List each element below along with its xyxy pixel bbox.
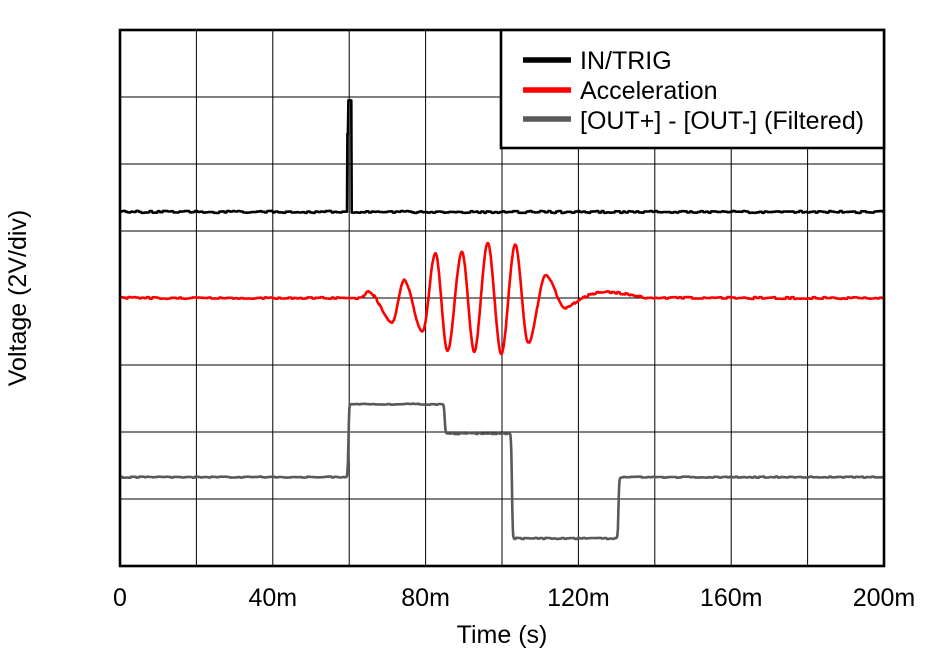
svg-text:80m: 80m — [401, 584, 450, 612]
svg-text:Time (s): Time (s) — [457, 621, 548, 649]
svg-text:[OUT+] - [OUT-] (Filtered): [OUT+] - [OUT-] (Filtered) — [580, 107, 864, 135]
svg-text:Acceleration: Acceleration — [580, 77, 718, 105]
svg-text:IN/TRIG: IN/TRIG — [580, 47, 672, 75]
svg-text:Voltage (2V/div): Voltage (2V/div) — [4, 210, 32, 387]
svg-text:0: 0 — [113, 584, 127, 612]
svg-text:120m: 120m — [547, 584, 610, 612]
svg-text:40m: 40m — [248, 584, 297, 612]
svg-text:160m: 160m — [700, 584, 763, 612]
svg-text:200m: 200m — [853, 584, 916, 612]
